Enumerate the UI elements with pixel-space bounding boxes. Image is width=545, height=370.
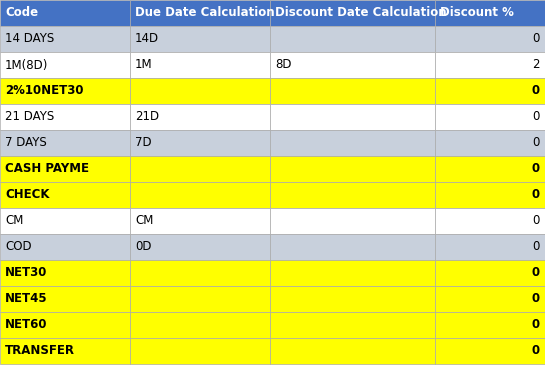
Bar	[270, 104, 435, 130]
Text: 0: 0	[532, 215, 540, 228]
Text: 7D: 7D	[135, 137, 152, 149]
Text: CM: CM	[5, 215, 23, 228]
Text: 21D: 21D	[135, 111, 159, 124]
Text: COD: COD	[5, 240, 32, 253]
Text: Code: Code	[5, 7, 38, 20]
Bar	[0, 312, 130, 338]
Bar	[130, 182, 270, 208]
Bar	[130, 208, 270, 234]
Text: 0D: 0D	[135, 240, 152, 253]
Bar	[435, 52, 545, 78]
Text: Discount %: Discount %	[440, 7, 514, 20]
Bar	[130, 78, 270, 104]
Bar	[270, 52, 435, 78]
Text: 1M(8D): 1M(8D)	[5, 58, 49, 71]
Bar	[435, 286, 545, 312]
Bar	[0, 26, 130, 52]
Bar	[270, 260, 435, 286]
Bar	[270, 312, 435, 338]
Bar	[130, 260, 270, 286]
Bar	[435, 78, 545, 104]
Text: 2%10NET30: 2%10NET30	[5, 84, 83, 98]
Text: CM: CM	[135, 215, 153, 228]
Bar	[270, 286, 435, 312]
Bar	[270, 0, 435, 26]
Bar	[270, 78, 435, 104]
Text: NET30: NET30	[5, 266, 47, 279]
Text: 0: 0	[532, 240, 540, 253]
Bar	[435, 312, 545, 338]
Bar	[130, 52, 270, 78]
Bar	[0, 260, 130, 286]
Bar	[270, 130, 435, 156]
Bar	[435, 156, 545, 182]
Bar	[435, 338, 545, 364]
Text: 21 DAYS: 21 DAYS	[5, 111, 55, 124]
Bar	[435, 0, 545, 26]
Bar	[270, 182, 435, 208]
Text: Discount Date Calculation: Discount Date Calculation	[275, 7, 446, 20]
Bar	[435, 104, 545, 130]
Bar	[0, 78, 130, 104]
Text: 0: 0	[532, 33, 540, 46]
Bar	[0, 182, 130, 208]
Text: 0: 0	[532, 344, 540, 357]
Bar	[435, 130, 545, 156]
Bar	[270, 156, 435, 182]
Bar	[0, 208, 130, 234]
Bar	[435, 208, 545, 234]
Bar	[130, 338, 270, 364]
Text: 2: 2	[532, 58, 540, 71]
Text: 0: 0	[532, 266, 540, 279]
Bar	[0, 286, 130, 312]
Text: 0: 0	[532, 293, 540, 306]
Text: 7 DAYS: 7 DAYS	[5, 137, 47, 149]
Bar	[0, 104, 130, 130]
Text: 0: 0	[532, 319, 540, 332]
Bar	[270, 208, 435, 234]
Text: 0: 0	[532, 111, 540, 124]
Text: 8D: 8D	[275, 58, 292, 71]
Bar	[435, 26, 545, 52]
Bar	[0, 0, 130, 26]
Bar	[130, 104, 270, 130]
Bar	[435, 182, 545, 208]
Bar	[435, 260, 545, 286]
Text: TRANSFER: TRANSFER	[5, 344, 75, 357]
Bar	[130, 130, 270, 156]
Bar	[0, 156, 130, 182]
Text: 0: 0	[532, 188, 540, 202]
Bar	[130, 234, 270, 260]
Bar	[435, 234, 545, 260]
Bar	[0, 52, 130, 78]
Text: Due Date Calculation: Due Date Calculation	[135, 7, 275, 20]
Bar	[130, 0, 270, 26]
Text: CASH PAYME: CASH PAYME	[5, 162, 89, 175]
Bar	[130, 156, 270, 182]
Bar	[130, 286, 270, 312]
Text: 0: 0	[532, 162, 540, 175]
Bar	[130, 312, 270, 338]
Bar	[0, 234, 130, 260]
Bar	[270, 26, 435, 52]
Text: 0: 0	[532, 137, 540, 149]
Bar	[0, 338, 130, 364]
Text: 14D: 14D	[135, 33, 159, 46]
Bar	[270, 338, 435, 364]
Bar	[270, 234, 435, 260]
Text: 1M: 1M	[135, 58, 153, 71]
Text: 0: 0	[532, 84, 540, 98]
Text: CHECK: CHECK	[5, 188, 50, 202]
Text: 14 DAYS: 14 DAYS	[5, 33, 55, 46]
Text: NET45: NET45	[5, 293, 47, 306]
Bar	[130, 26, 270, 52]
Text: NET60: NET60	[5, 319, 47, 332]
Bar	[0, 130, 130, 156]
